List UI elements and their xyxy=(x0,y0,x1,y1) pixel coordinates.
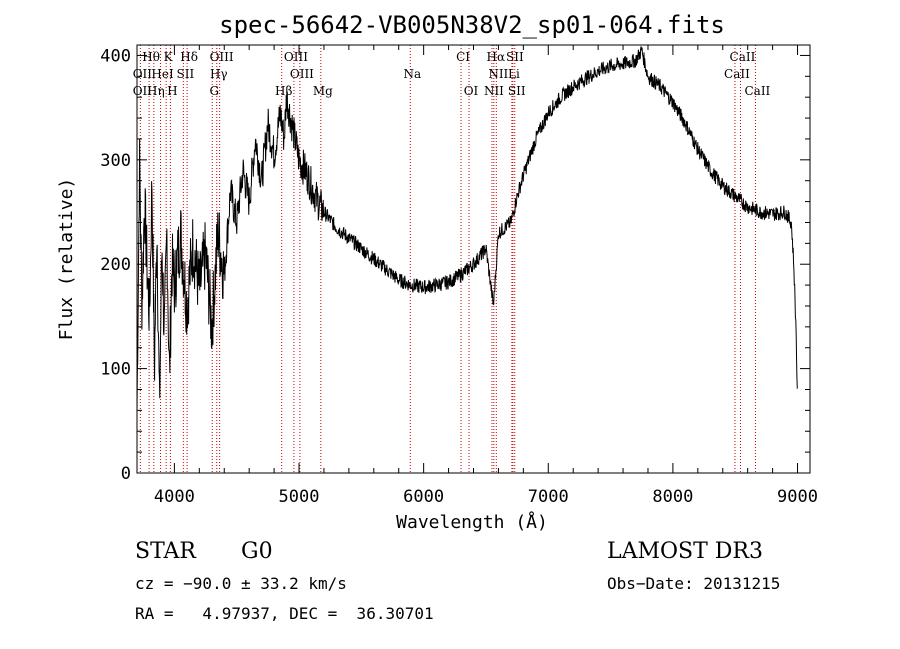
spectral-line-label-23: Mg xyxy=(313,84,333,98)
spectral-line-label-18: OII xyxy=(133,84,153,98)
spectrum-chart: spec-56642-VB005N38V2_sp01-064.fits 4000… xyxy=(56,11,818,533)
y-tick-label: 200 xyxy=(100,255,131,275)
y-tick-label: 300 xyxy=(100,151,131,171)
spectral-line-label-15: NII xyxy=(488,67,508,81)
y-tick-label: 0 xyxy=(121,464,131,484)
x-tick-label: 6000 xyxy=(403,487,444,507)
spectral-line-label-27: CaII xyxy=(744,84,770,98)
spectral-line-label-6: Hα xyxy=(487,50,506,64)
spectral-line-label-4: OIII xyxy=(284,50,308,64)
y-tick-label: 100 xyxy=(100,360,131,380)
spectral-line-label-16: Li xyxy=(508,67,520,81)
spectral-line-label-26: SII xyxy=(508,84,526,98)
spectral-line-label-8: CaII xyxy=(730,50,756,64)
y-tick-label: 400 xyxy=(100,46,131,66)
x-tick-label: 5000 xyxy=(279,487,320,507)
spectral-line-label-14: Na xyxy=(403,67,421,81)
spectral-line-markers xyxy=(139,45,756,473)
observation-date: Obs−Date: 20131215 xyxy=(607,574,781,593)
spectrum-line xyxy=(136,46,798,412)
x-tick-label: 9000 xyxy=(777,487,818,507)
spectral-line-label-24: OI xyxy=(464,84,479,98)
spectral-line-label-7: SII xyxy=(506,50,524,64)
spectral-line-label-22: Hβ xyxy=(275,84,292,98)
survey-name: LAMOST DR3 xyxy=(607,539,763,564)
spectral-line-label-9: OII xyxy=(133,67,153,81)
spectral-line-label-1: K xyxy=(164,50,174,64)
spectrum-series xyxy=(136,46,798,412)
x-axis-label: Wavelength (Å) xyxy=(396,511,548,533)
spectral-line-label-11: SII xyxy=(177,67,195,81)
x-tick-label: 8000 xyxy=(652,487,693,507)
x-tick-label: 4000 xyxy=(154,487,195,507)
spectral-line-label-5: CI xyxy=(456,50,470,64)
spectral-line-label-25: NII xyxy=(484,84,504,98)
x-tick-label: 7000 xyxy=(528,487,569,507)
spectral-line-label-10: HeI xyxy=(151,67,174,81)
spectral-line-label-19: Hη xyxy=(147,84,165,98)
spectral-line-label-20: H xyxy=(167,84,177,98)
spectral-line-label-21: G xyxy=(209,84,219,98)
ra-dec: RA = 4.97937, DEC = 36.30701 xyxy=(135,604,434,623)
spectral-line-label-2: Hδ xyxy=(180,50,198,64)
y-axis-label: Flux (relative) xyxy=(56,178,77,341)
y-axis-ticks: 0 100 200 300 400 xyxy=(100,46,810,484)
spectral-line-label-3: OIII xyxy=(210,50,234,64)
spectral-line-label-17: CaII xyxy=(724,67,750,81)
object-subclass: G0 xyxy=(241,539,273,564)
spectral-line-label-12: Hγ xyxy=(210,67,228,81)
redshift-cz: cz = −90.0 ± 33.2 km/s xyxy=(135,574,347,593)
x-axis-ticks: 4000 5000 6000 7000 8000 9000 xyxy=(154,45,818,507)
spectral-line-label-13: OIII xyxy=(290,67,314,81)
spectral-line-label-0: Hθ xyxy=(142,50,160,64)
chart-title: spec-56642-VB005N38V2_sp01-064.fits xyxy=(219,11,725,39)
object-class: STAR xyxy=(135,539,196,564)
